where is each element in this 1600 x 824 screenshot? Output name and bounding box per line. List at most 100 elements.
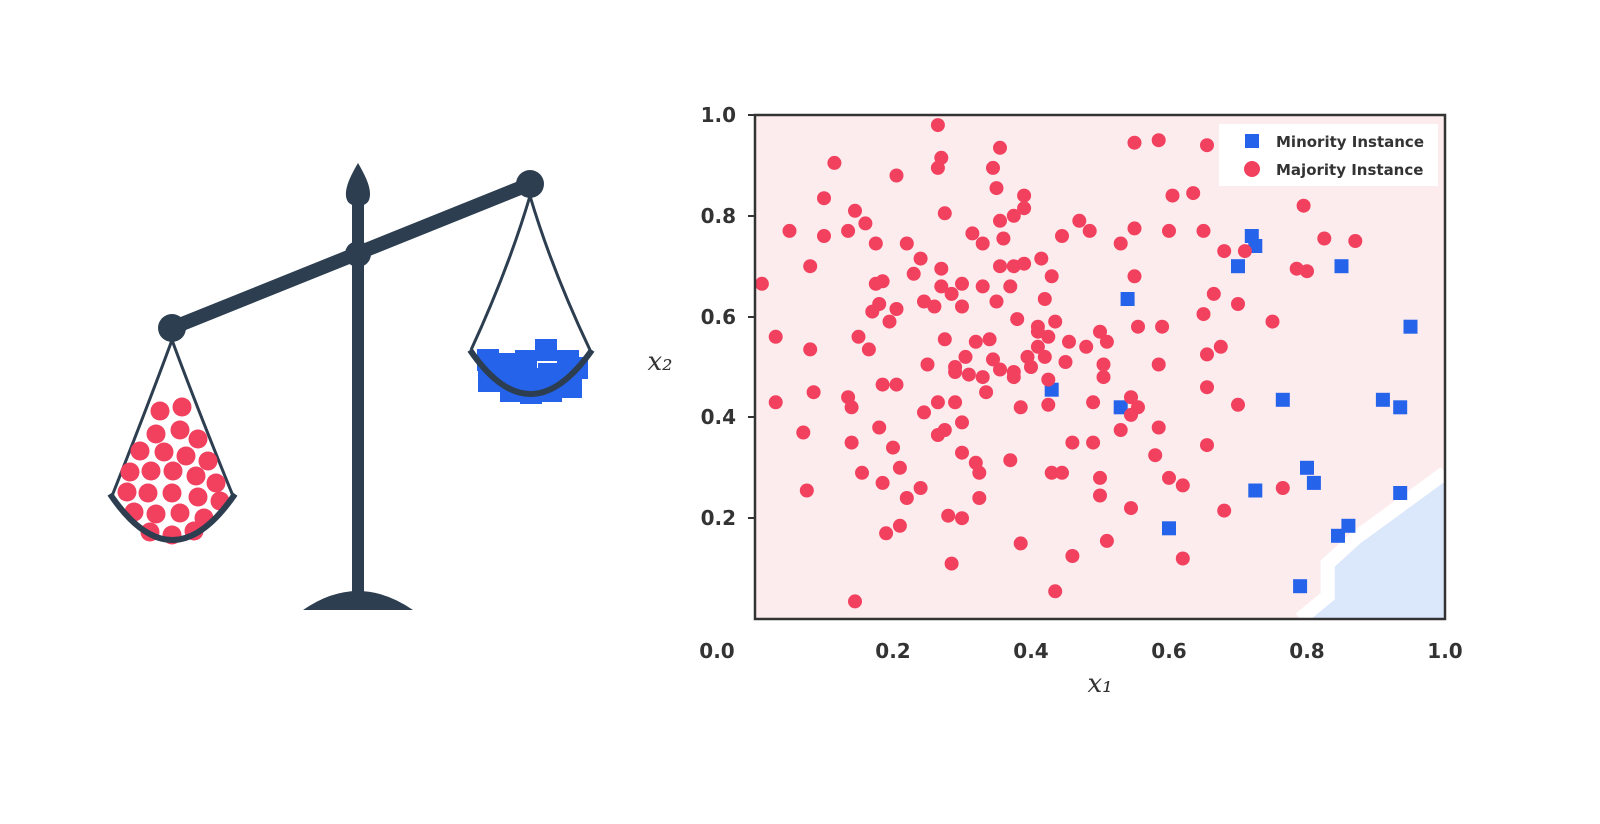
majority-point bbox=[1086, 395, 1101, 410]
majority-point bbox=[1093, 488, 1107, 503]
majority-point bbox=[1148, 448, 1163, 463]
majority-point bbox=[1206, 286, 1221, 301]
majority-point bbox=[1096, 357, 1111, 372]
majority-point bbox=[892, 460, 907, 475]
majority-point bbox=[1044, 465, 1059, 480]
x-tick-label: 1.0 bbox=[1427, 639, 1462, 663]
majority-point bbox=[1017, 201, 1032, 216]
pan-circle bbox=[172, 397, 192, 417]
majority-point bbox=[1017, 256, 1032, 271]
majority-point bbox=[841, 223, 856, 238]
pan-square bbox=[497, 353, 519, 375]
majority-point bbox=[1024, 360, 1038, 374]
majority-point bbox=[1010, 312, 1025, 327]
majority-point bbox=[1093, 324, 1107, 339]
majority-point bbox=[1175, 478, 1190, 493]
majority-point bbox=[1200, 138, 1214, 153]
pan-circle bbox=[154, 442, 174, 462]
majority-point bbox=[1113, 236, 1128, 251]
majority-point bbox=[972, 491, 987, 505]
majority-point bbox=[941, 508, 956, 523]
majority-point bbox=[1006, 370, 1021, 385]
majority-point bbox=[1217, 503, 1232, 518]
scale-base bbox=[303, 591, 413, 610]
pan-circle bbox=[170, 420, 190, 440]
majority-point bbox=[868, 276, 883, 291]
pan-circle bbox=[162, 483, 182, 503]
minority-point bbox=[1248, 483, 1263, 498]
majority-point bbox=[1196, 223, 1211, 238]
majority-point bbox=[927, 299, 942, 314]
legend: Minority Instance Majority Instance bbox=[1219, 124, 1438, 186]
majority-point bbox=[1082, 223, 1097, 238]
majority-point bbox=[1041, 329, 1056, 344]
majority-point bbox=[889, 168, 904, 183]
majority-point bbox=[1151, 420, 1166, 435]
minority-point bbox=[1393, 486, 1408, 500]
x-tick-label: 0.8 bbox=[1289, 639, 1324, 663]
majority-point bbox=[913, 481, 928, 495]
majority-point bbox=[913, 251, 928, 266]
majority-point bbox=[1186, 186, 1201, 201]
majority-point bbox=[1200, 438, 1214, 453]
majority-point bbox=[937, 332, 952, 347]
legend-minority-label: Minority Instance bbox=[1276, 133, 1424, 151]
majority-point bbox=[875, 475, 890, 490]
minority-point bbox=[1120, 292, 1135, 306]
majority-point bbox=[930, 395, 945, 410]
majority-point bbox=[1055, 229, 1069, 243]
majority-point bbox=[1231, 297, 1245, 311]
y-axis: 0.2 0.4 0.6 0.8 1.0 x₂ bbox=[647, 103, 755, 530]
majority-point bbox=[1065, 435, 1080, 450]
majority-point bbox=[961, 367, 976, 382]
majority-point bbox=[1265, 314, 1280, 329]
majority-point bbox=[934, 279, 949, 294]
majority-point bbox=[899, 236, 914, 251]
x-tick-label: 0.4 bbox=[1013, 639, 1048, 663]
majority-point bbox=[1200, 380, 1214, 395]
majority-point bbox=[1037, 349, 1052, 364]
majority-point bbox=[993, 140, 1007, 155]
majority-point bbox=[1065, 549, 1080, 563]
majority-point bbox=[1124, 407, 1138, 422]
majority-point bbox=[993, 213, 1007, 228]
majority-point bbox=[1099, 334, 1114, 349]
minority-point bbox=[1300, 460, 1314, 475]
minority-point bbox=[1375, 392, 1390, 407]
majority-point bbox=[882, 314, 897, 329]
majority-point bbox=[934, 261, 949, 276]
legend-majority-label: Majority Instance bbox=[1276, 161, 1423, 179]
pan-circle bbox=[120, 462, 140, 482]
majority-point bbox=[1348, 234, 1363, 248]
majority-point bbox=[996, 231, 1011, 246]
legend-majority-marker bbox=[1244, 161, 1260, 177]
majority-point bbox=[754, 276, 769, 291]
majority-point bbox=[1055, 465, 1069, 480]
pan-square bbox=[515, 350, 537, 372]
majority-point bbox=[1099, 533, 1114, 548]
majority-point bbox=[955, 299, 969, 314]
majority-point bbox=[817, 191, 831, 206]
majority-point bbox=[1231, 397, 1245, 412]
pan-circle bbox=[130, 441, 150, 461]
majority-point bbox=[817, 229, 831, 243]
x-tick-label: 0.6 bbox=[1151, 639, 1186, 663]
majority-point bbox=[889, 302, 904, 316]
majority-point bbox=[768, 329, 783, 344]
majority-point bbox=[1296, 198, 1311, 213]
majority-point bbox=[1131, 319, 1145, 334]
majority-point bbox=[768, 395, 783, 410]
y-tick-label: 0.2 bbox=[701, 506, 736, 530]
pan-circle bbox=[150, 401, 170, 421]
majority-point bbox=[1079, 339, 1094, 354]
majority-point bbox=[886, 440, 900, 455]
pan-circle bbox=[141, 461, 161, 481]
pan-circle bbox=[170, 503, 190, 523]
majority-point bbox=[1030, 339, 1045, 354]
pan-circle bbox=[206, 473, 226, 493]
pan-circle bbox=[186, 466, 206, 486]
majority-point bbox=[1058, 355, 1073, 369]
majority-point bbox=[1041, 372, 1056, 387]
majority-point bbox=[1006, 208, 1021, 223]
majority-point bbox=[1044, 269, 1059, 284]
